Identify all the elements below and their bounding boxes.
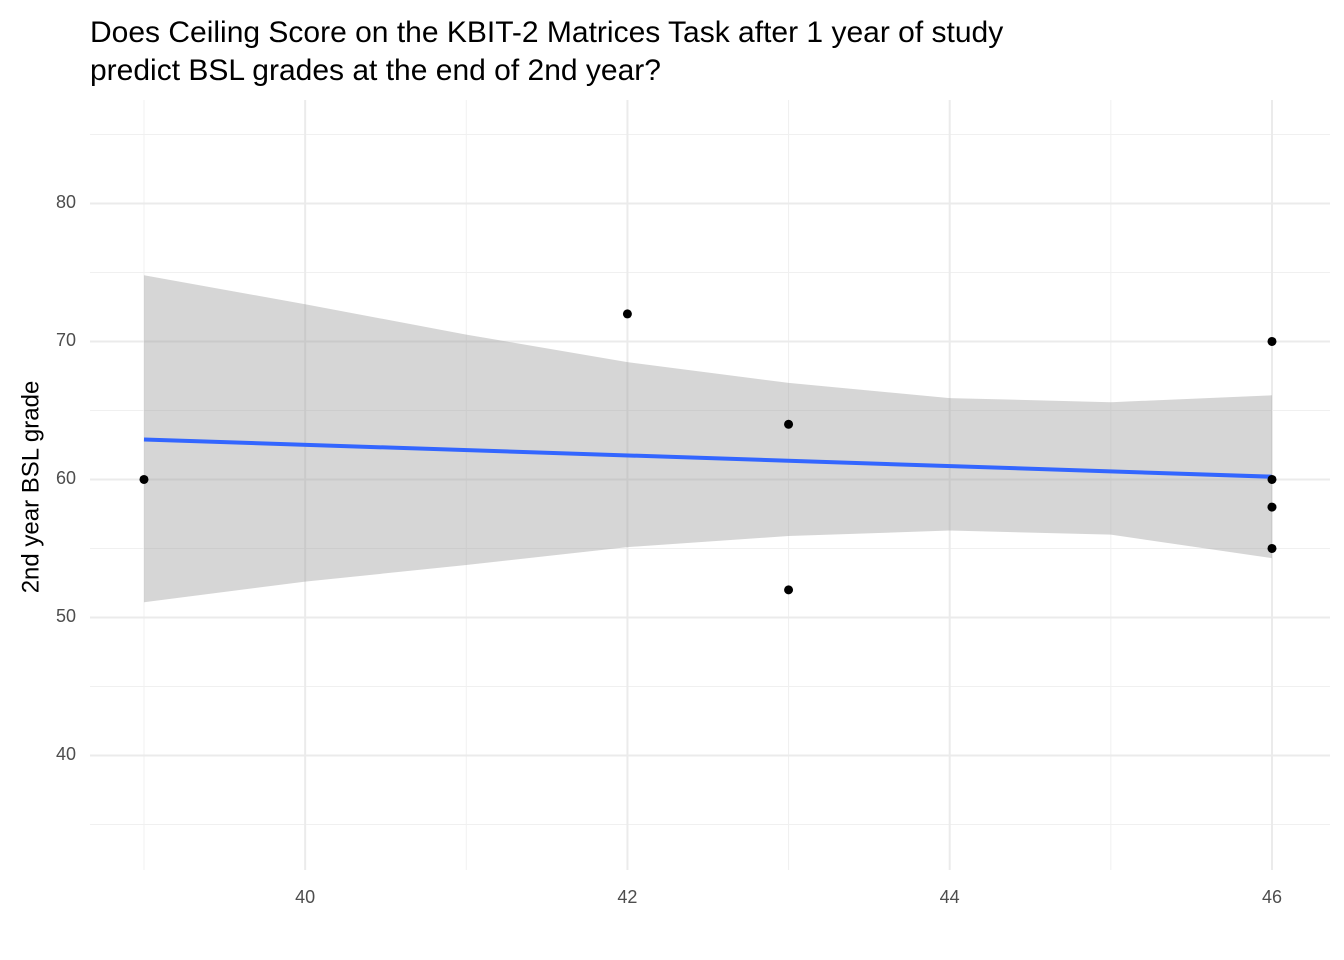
x-tick-label: 42 [617, 887, 637, 907]
point [784, 585, 794, 595]
point [622, 309, 632, 319]
point [784, 419, 794, 429]
y-tick-label: 70 [56, 330, 76, 350]
x-tick-label: 46 [1262, 887, 1282, 907]
point [1267, 502, 1277, 512]
fit-line [143, 437, 1273, 479]
point [1267, 336, 1277, 346]
point [1267, 474, 1277, 484]
y-axis-label: 2nd year BSL grade [17, 381, 44, 594]
x-tick-label: 44 [940, 887, 960, 907]
x-tick-label: 40 [295, 887, 315, 907]
chart-title: predict BSL grades at the end of 2nd yea… [90, 54, 661, 87]
point [139, 474, 149, 484]
y-tick-label: 40 [56, 744, 76, 764]
y-tick-label: 80 [56, 192, 76, 212]
y-tick-label: 60 [56, 468, 76, 488]
point [1267, 543, 1277, 553]
y-tick-label: 50 [56, 606, 76, 626]
chart-title: Does Ceiling Score on the KBIT-2 Matrice… [90, 16, 1003, 49]
confidence-band [143, 275, 1272, 603]
